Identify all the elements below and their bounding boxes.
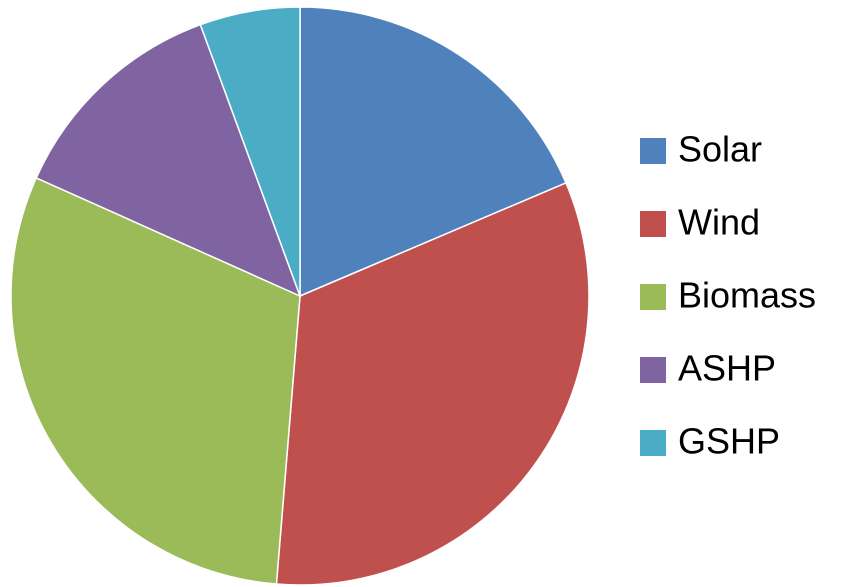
legend-swatch <box>640 284 666 310</box>
legend-label: GSHP <box>678 421 780 462</box>
pie-slice <box>10 176 301 585</box>
legend-label: Biomass <box>678 275 816 316</box>
legend-label: Solar <box>678 129 762 170</box>
legend-label: Wind <box>678 202 760 243</box>
legend-swatch <box>640 357 666 383</box>
legend-swatch <box>640 138 666 164</box>
legend-label: ASHP <box>678 348 776 389</box>
legend-swatch <box>640 211 666 237</box>
pie-slice <box>299 6 567 298</box>
pie-slice <box>35 23 302 298</box>
pie-slice <box>275 181 590 586</box>
legend-swatch <box>640 430 666 456</box>
pie-slice <box>199 6 301 297</box>
